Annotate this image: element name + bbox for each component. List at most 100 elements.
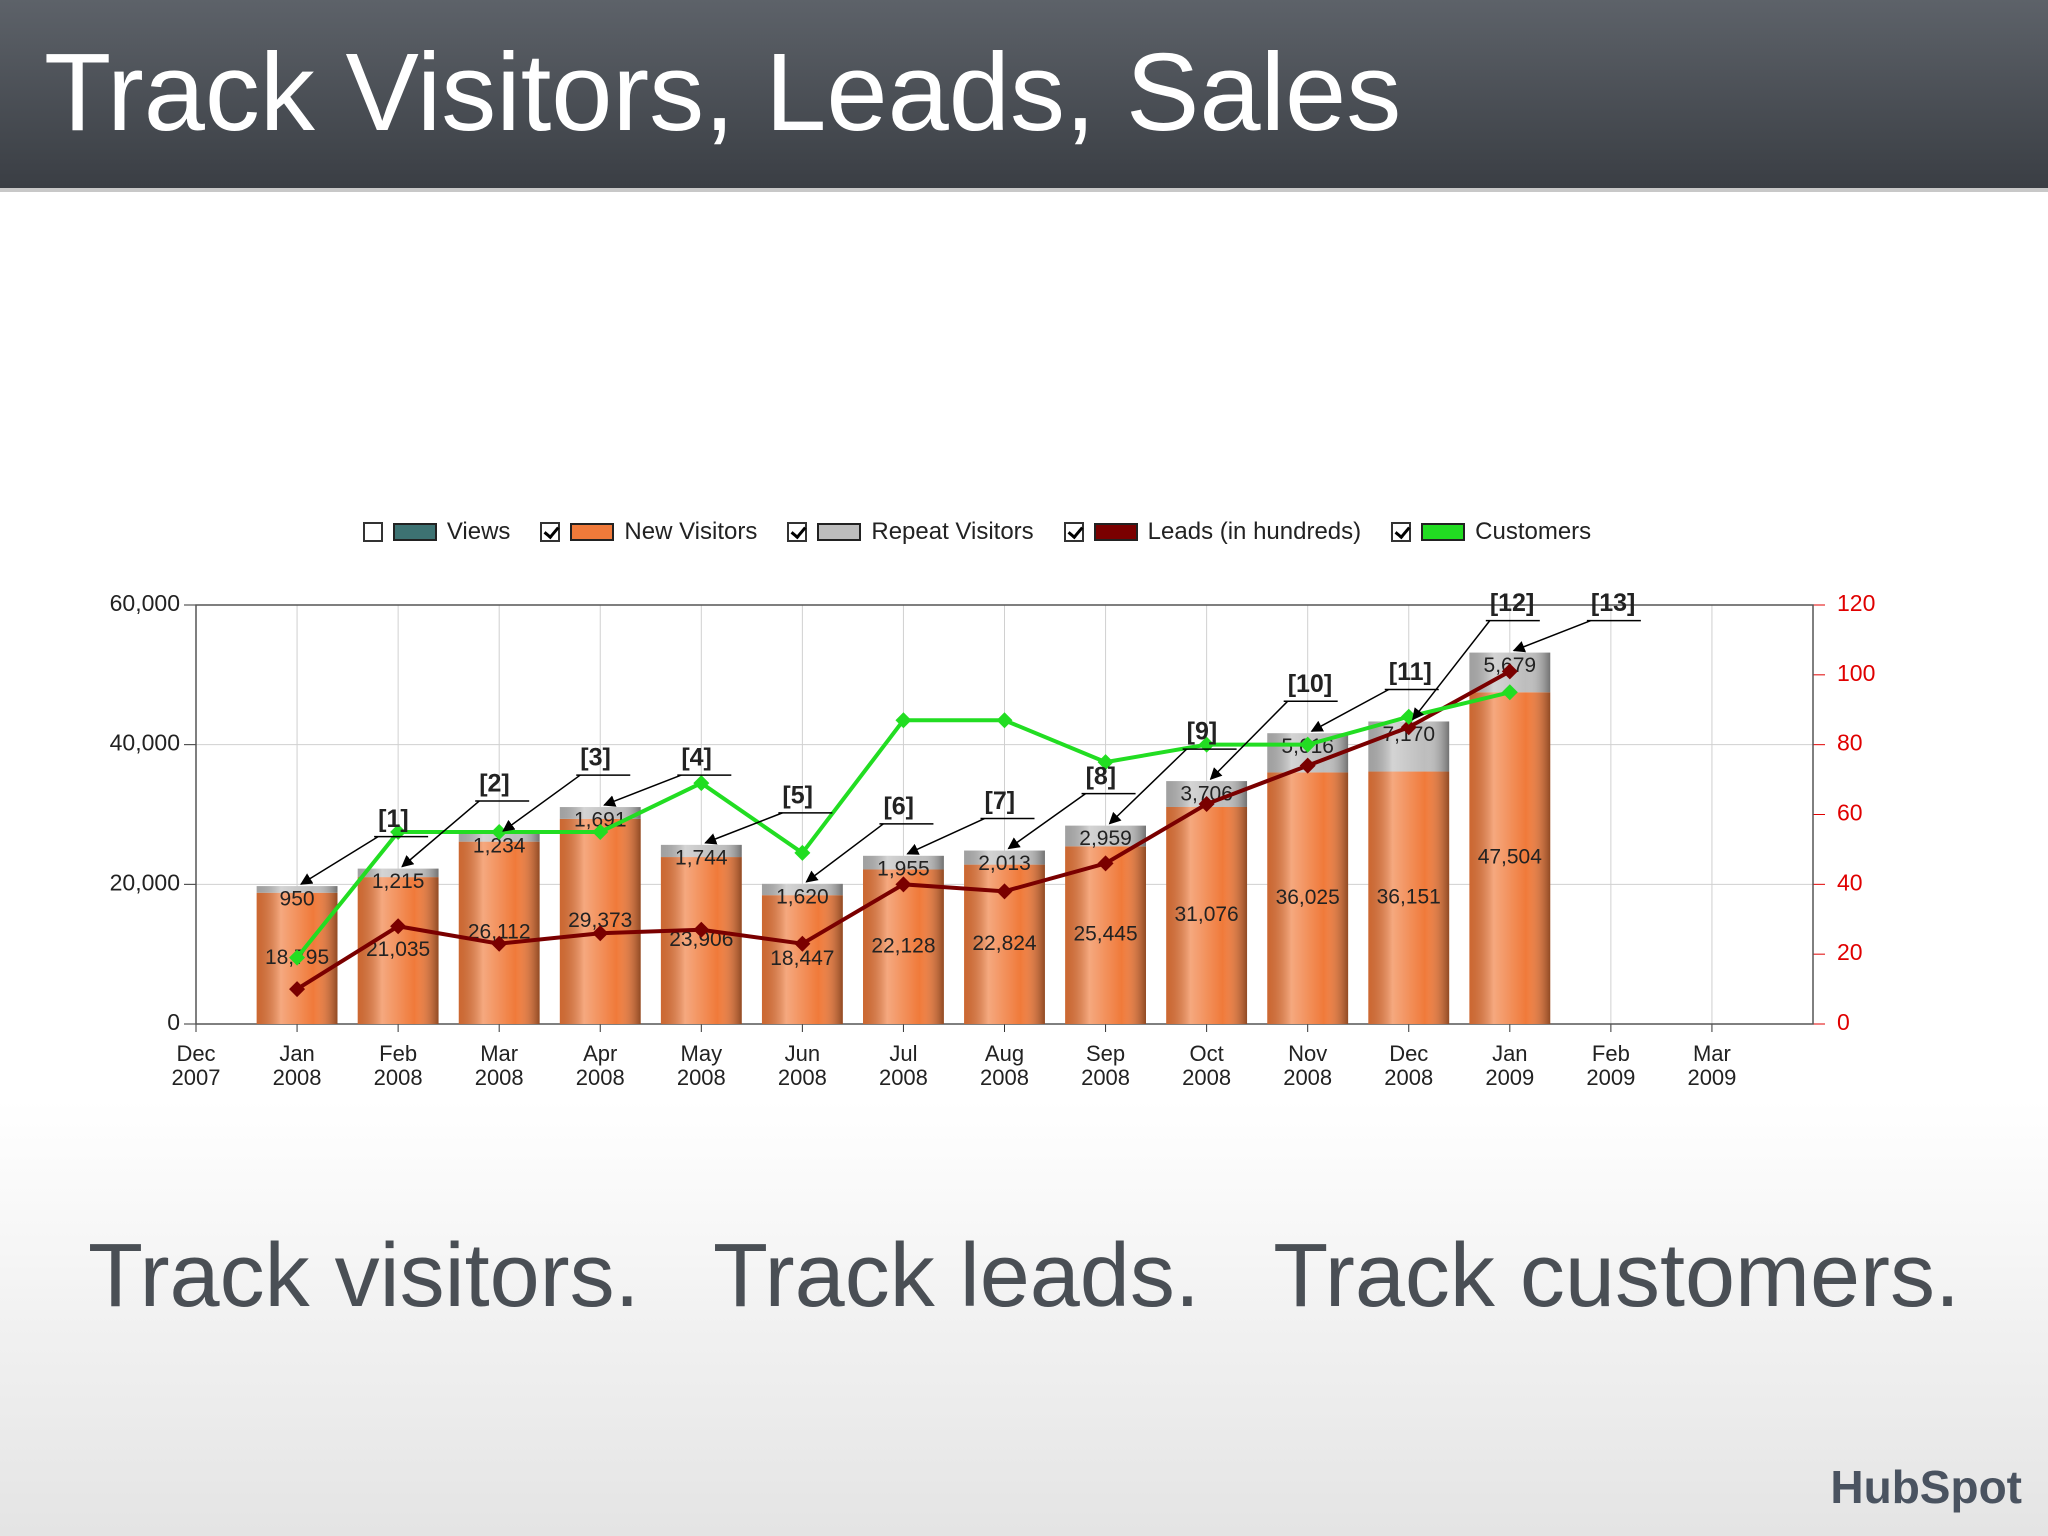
annotation-arrow (1512, 619, 1592, 653)
data-label: 2,013 (978, 852, 1031, 875)
line-marker (1299, 736, 1316, 753)
y2-tick-label: 100 (1837, 660, 1875, 686)
x-tick-label: May 2008 (676, 1041, 726, 1091)
y2-tick-label: 0 (1837, 1009, 1850, 1035)
line-marker (794, 935, 811, 952)
data-label: 1,234 (473, 835, 526, 858)
line-marker (996, 712, 1013, 729)
line-marker (1501, 684, 1518, 701)
x-tick-label: Feb 2008 (373, 1041, 423, 1091)
bar-shade (761, 883, 843, 896)
y2-tick-label: 20 (1837, 939, 1863, 965)
legend-checkbox (1391, 522, 1412, 542)
y-tick-label: 40,000 (110, 730, 180, 756)
line-marker (491, 935, 508, 952)
line-marker (895, 712, 912, 729)
caption: Track visitors. Track leads. Track custo… (87, 1226, 1961, 1326)
bar-shade (1065, 846, 1146, 1024)
x-tick-label: Mar 2008 (474, 1041, 524, 1091)
data-label: 1,744 (675, 846, 728, 869)
annotation: [7] (985, 787, 1016, 815)
line-marker (592, 823, 609, 840)
x-tick-label: Dec 2007 (171, 1041, 221, 1091)
legend-item: Views (362, 518, 510, 546)
annotation-arrow (1108, 748, 1188, 825)
annotation: [5] (782, 781, 813, 809)
annotation: [12] (1490, 589, 1534, 617)
y2-tick-label: 60 (1837, 800, 1863, 826)
line-marker (592, 925, 609, 942)
x-tick-label: Jan 2009 (1485, 1041, 1535, 1091)
line-marker (794, 844, 811, 861)
data-label: 25,445 (1073, 923, 1137, 946)
annotation: [3] (580, 744, 611, 772)
x-tick-label: Dec 2008 (1384, 1041, 1434, 1091)
legend-item: New Visitors (540, 518, 757, 546)
annotation-arrow (603, 774, 682, 807)
y-tick-label: 60,000 (110, 590, 180, 616)
data-label: 950 (280, 888, 315, 911)
data-label: 26,112 (468, 920, 531, 943)
legend-label: Repeat Visitors (871, 518, 1034, 545)
x-tick-label: Sep 2008 (1081, 1041, 1131, 1091)
line-marker (1097, 855, 1114, 872)
line-marker (1097, 754, 1114, 771)
annotation: [6] (883, 792, 914, 820)
annotation-arrow (805, 823, 884, 883)
legend-item: Repeat Visitors (787, 518, 1034, 546)
bar-shade (1469, 692, 1551, 1024)
line-marker (1400, 719, 1417, 736)
legend-swatch (392, 523, 437, 541)
bar-shade (863, 869, 944, 1024)
legend-label: New Visitors (624, 518, 758, 545)
y-tick-label: 0 (167, 1009, 180, 1035)
annotation-arrow (300, 835, 379, 885)
y2-tick-label: 40 (1837, 869, 1863, 895)
legend-swatch (570, 523, 615, 541)
x-tick-label: Aug 2008 (980, 1041, 1029, 1091)
x-tick-label: Jul 2008 (878, 1041, 928, 1091)
annotation-arrow (704, 812, 783, 845)
line-marker (895, 876, 912, 893)
annotation: [10] (1288, 670, 1332, 698)
annotation: [1] (378, 805, 409, 833)
bar-shade (964, 850, 1045, 865)
legend-swatch (1093, 523, 1138, 541)
bar-shade (559, 807, 641, 819)
legend-label: Customers (1475, 518, 1592, 545)
legend-item: Leads (in hundreds) (1063, 518, 1362, 546)
annotation-arrow (1209, 700, 1289, 780)
bar-shade (1166, 806, 1248, 1024)
legend-swatch (1421, 523, 1466, 541)
annotation: [4] (681, 744, 712, 772)
line-marker (289, 949, 306, 966)
data-label: 18,447 (770, 947, 834, 970)
legend-label: Leads (in hundreds) (1147, 518, 1362, 545)
legend-checkbox (540, 522, 561, 542)
y2-tick-label: 80 (1837, 730, 1863, 756)
line-marker (390, 918, 407, 935)
annotation: [8] (1086, 762, 1117, 790)
bar-shade (1368, 771, 1450, 1024)
x-tick-label: Feb 2009 (1586, 1041, 1636, 1091)
data-label: 22,128 (871, 934, 935, 957)
legend: Views New Visitors Repeat Visitors Leads (i… (300, 518, 1654, 546)
x-tick-label: Jun 2008 (777, 1041, 827, 1091)
slide-title: Track Visitors, Leads, Sales (44, 31, 1402, 154)
y-tick-label: 20,000 (110, 869, 180, 895)
x-tick-label: Mar 2009 (1687, 1041, 1737, 1091)
bar-shade (660, 857, 742, 1024)
line-marker (1299, 757, 1316, 774)
bar-shade (863, 855, 944, 870)
x-tick-label: Nov 2008 (1283, 1041, 1333, 1091)
line-marker (996, 883, 1013, 900)
data-label: 1,215 (372, 870, 425, 893)
annotation-arrow (906, 817, 985, 855)
x-tick-label: Jan 2008 (272, 1041, 322, 1091)
bar-shade (357, 877, 439, 1024)
annotation: [9] (1187, 718, 1218, 746)
data-label: 21,035 (366, 938, 430, 961)
x-tick-label: Oct 2008 (1182, 1041, 1232, 1091)
annotation-arrow (1310, 688, 1390, 732)
